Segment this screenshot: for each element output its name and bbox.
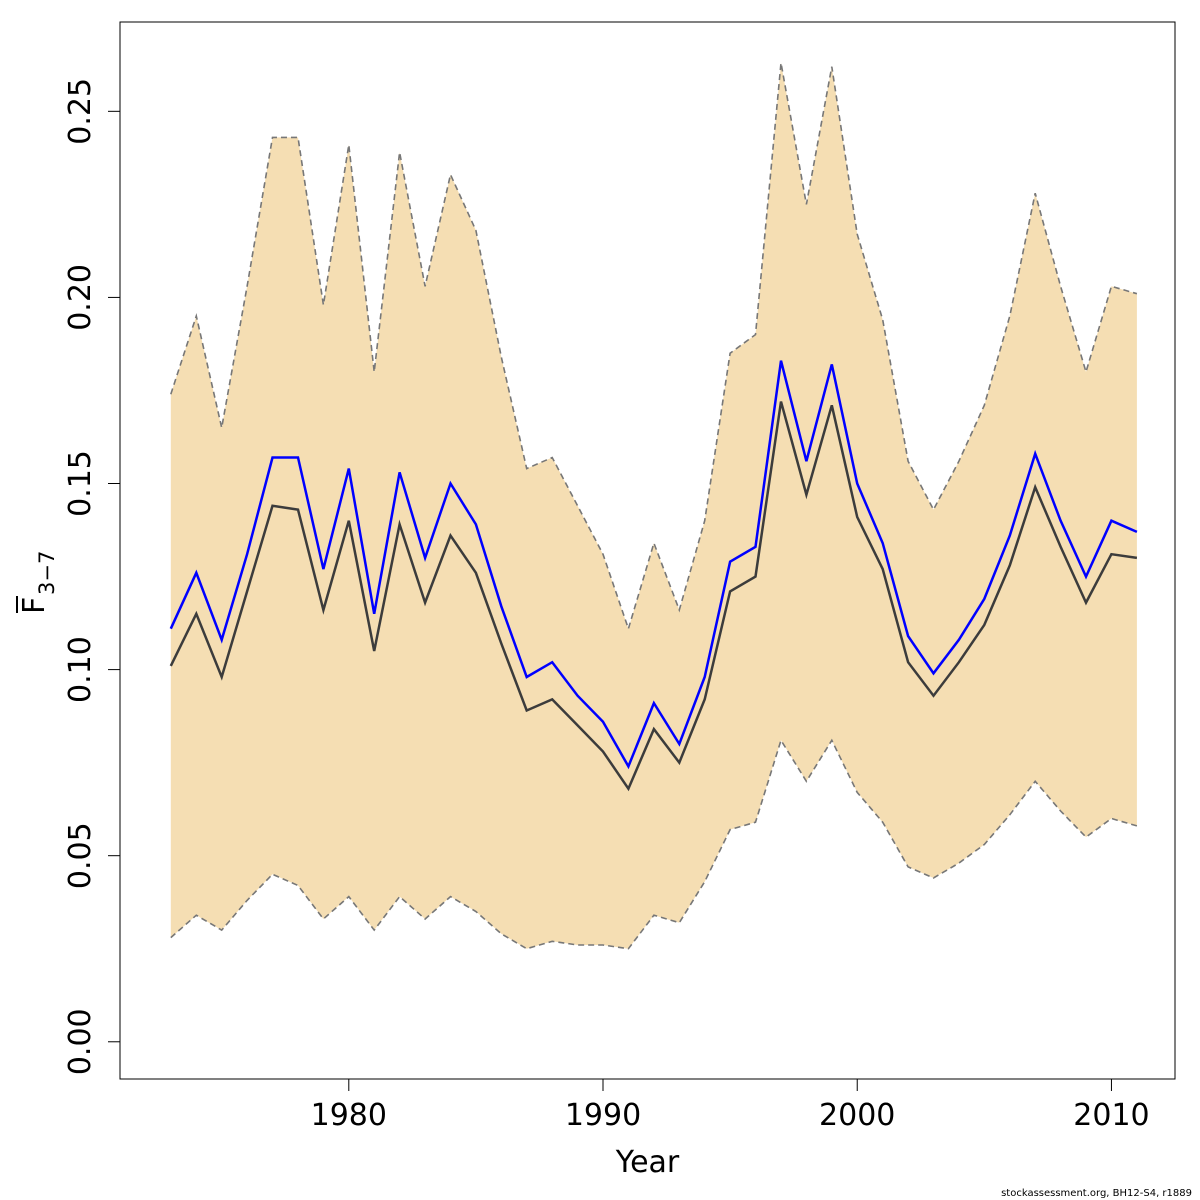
y-axis: 0.00 0.05 0.10 0.15 0.20 0.25: [63, 78, 121, 1075]
series-lines: [169, 360, 1138, 792]
y-tick-label: 0.15: [63, 450, 98, 517]
band-upper-line: [170, 62, 1138, 632]
confidence-band: [170, 62, 1138, 950]
series-line-2: [169, 401, 1138, 792]
y-tick-label: 0.20: [63, 264, 98, 331]
x-axis: 1980 1990 2000 2010: [311, 1078, 1150, 1133]
series-line-1: [169, 360, 1138, 770]
x-axis-title: Year: [615, 1145, 680, 1180]
band-area: [170, 62, 1137, 949]
x-tick-label: 1990: [565, 1098, 641, 1133]
x-tick-label: 1980: [311, 1098, 387, 1133]
x-tick-label: 2000: [819, 1098, 895, 1133]
x-tick-label: 2010: [1073, 1098, 1149, 1133]
y-tick-label: 0.00: [63, 1008, 98, 1075]
y-tick-label: 0.25: [63, 78, 98, 145]
y-axis-title-subscript: 3−7: [35, 551, 59, 595]
y-axis-title-main: F: [17, 597, 52, 614]
y-tick-label: 0.05: [63, 822, 98, 889]
credit-note: stockassessment.org, BH12-S4, r1889: [1001, 1188, 1192, 1199]
y-tick-label: 0.10: [63, 636, 98, 703]
y-axis-title: F 3−7: [16, 551, 59, 614]
band-lower-line: [170, 738, 1138, 950]
